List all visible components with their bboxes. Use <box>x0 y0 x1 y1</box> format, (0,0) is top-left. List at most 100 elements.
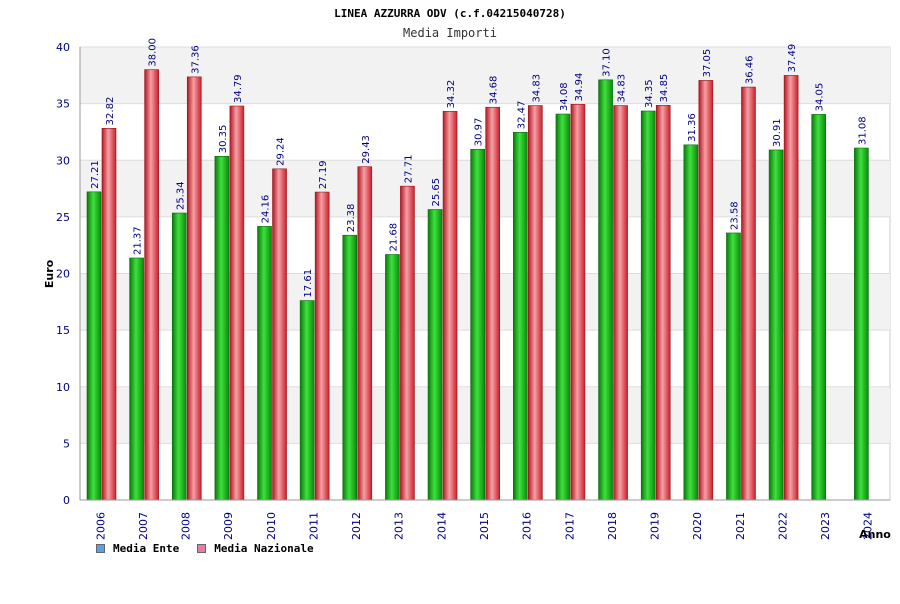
data-label: 36.46 <box>744 55 755 84</box>
y-axis: 0 5 10 15 20 25 30 35 40 <box>56 41 81 507</box>
bar-media-ente <box>257 226 272 501</box>
x-tick-label: 2019 <box>649 512 662 540</box>
y-tick-label: 35 <box>56 98 70 111</box>
chart-title: LINEA AZZURRA ODV (c.f.04215040728) <box>334 7 566 20</box>
data-label: 34.83 <box>617 74 628 103</box>
data-label: 34.83 <box>531 74 542 103</box>
bar-media-ente <box>683 144 699 501</box>
x-tick-label: 2017 <box>563 512 576 540</box>
x-tick-label: 2013 <box>393 512 406 540</box>
y-tick-label: 10 <box>56 381 70 394</box>
data-label: 24.16 <box>261 195 272 224</box>
x-tick-label: 2022 <box>776 512 789 540</box>
data-label: 37.10 <box>602 48 613 77</box>
x-tick-label: 2007 <box>137 512 150 540</box>
data-label: 29.24 <box>276 137 287 166</box>
data-label: 38.00 <box>148 38 159 67</box>
bar-media-ente <box>640 110 656 501</box>
legend-label-ente: Media Ente <box>113 542 180 555</box>
y-tick-label: 15 <box>56 324 70 337</box>
bar-media-ente <box>470 148 485 501</box>
data-label: 23.58 <box>729 201 740 230</box>
bar-media-ente <box>854 147 869 501</box>
y-tick-label: 25 <box>56 211 70 224</box>
data-label: 25.34 <box>175 181 186 210</box>
bar-media-ente <box>129 257 144 501</box>
data-label: 34.85 <box>659 74 670 103</box>
data-label: 34.79 <box>233 74 244 103</box>
x-tick-label: 2023 <box>819 512 832 540</box>
data-label: 31.36 <box>687 113 698 142</box>
y-tick-label: 5 <box>63 437 70 450</box>
bar-media-nazionale <box>741 86 756 501</box>
bar-media-ente <box>555 113 571 501</box>
bar-media-ente <box>598 79 613 501</box>
bar-media-nazionale <box>442 111 458 501</box>
data-label: 27.21 <box>90 160 101 189</box>
y-tick-label: 40 <box>56 41 70 54</box>
data-label: 31.08 <box>857 116 868 145</box>
bar-media-ente <box>214 155 230 501</box>
legend-item-nazionale: Media Nazionale <box>197 542 314 555</box>
bar-media-nazionale <box>485 106 500 501</box>
bar-media-ente <box>171 212 187 501</box>
x-tick-label: 2014 <box>435 512 448 540</box>
x-tick-label: 2011 <box>307 512 320 540</box>
data-label: 34.05 <box>815 83 826 112</box>
data-label: 29.43 <box>361 135 372 164</box>
data-label: 34.32 <box>446 80 457 109</box>
y-tick-label: 0 <box>63 494 70 507</box>
x-tick-label: 2024 <box>862 512 875 540</box>
legend-swatch-nazionale <box>197 544 207 553</box>
legend-swatch-ente <box>96 544 105 553</box>
data-label: 32.47 <box>516 101 527 130</box>
data-label: 17.61 <box>303 269 314 298</box>
data-label: 27.71 <box>403 155 414 184</box>
x-tick-label: 2012 <box>350 512 363 540</box>
x-tick-label: 2006 <box>94 512 107 540</box>
x-tick-label: 2021 <box>734 512 747 540</box>
data-label: 27.19 <box>318 160 329 189</box>
bar-media-nazionale <box>655 105 671 501</box>
bar-media-nazionale <box>613 105 628 501</box>
x-tick-label: 2008 <box>180 512 193 540</box>
bar-media-ente <box>513 131 528 501</box>
bars: 27.21 32.82 21.37 38.00 25.34 37.36 30.35 34.79… <box>86 38 869 501</box>
data-label: 34.94 <box>574 73 585 102</box>
bar-media-ente <box>385 254 400 501</box>
bar-media-ente <box>342 234 358 501</box>
x-tick-label: 2020 <box>691 512 704 540</box>
bar-media-ente <box>811 114 827 501</box>
data-label: 32.82 <box>105 97 116 126</box>
x-tick-label: 2016 <box>521 512 534 540</box>
data-label: 34.68 <box>489 76 500 105</box>
data-label: 30.35 <box>218 125 229 154</box>
data-label: 34.08 <box>559 82 570 111</box>
data-label: 21.37 <box>133 226 144 255</box>
data-label: 25.65 <box>431 178 442 207</box>
bar-media-nazionale <box>101 128 117 501</box>
x-tick-label: 2018 <box>606 512 619 540</box>
data-label: 21.68 <box>388 223 399 252</box>
bar-media-nazionale <box>698 80 714 501</box>
x-axis: 2006 2007 2008 2009 2010 2011 2012 2013 2014 2015… <box>80 499 890 540</box>
legend-label-nazionale: Media Nazionale <box>214 542 314 555</box>
bar-media-ente <box>726 232 741 501</box>
x-tick-label: 2015 <box>478 512 491 540</box>
bar-media-ente <box>427 209 443 501</box>
x-tick-label: 2009 <box>222 512 235 540</box>
chart-subtitle: Media Importi <box>403 26 497 40</box>
data-label: 30.97 <box>474 118 485 147</box>
x-axis-label: Anno <box>859 528 891 541</box>
bar-media-nazionale <box>357 166 373 501</box>
bar-media-nazionale <box>272 168 287 501</box>
y-tick-label: 20 <box>56 268 70 281</box>
bar-media-nazionale <box>229 105 245 501</box>
data-label: 37.36 <box>190 45 201 74</box>
bar-media-ente <box>299 300 315 501</box>
bar-media-nazionale <box>783 75 799 501</box>
bar-media-nazionale <box>144 69 159 501</box>
bar-media-nazionale <box>314 191 330 501</box>
